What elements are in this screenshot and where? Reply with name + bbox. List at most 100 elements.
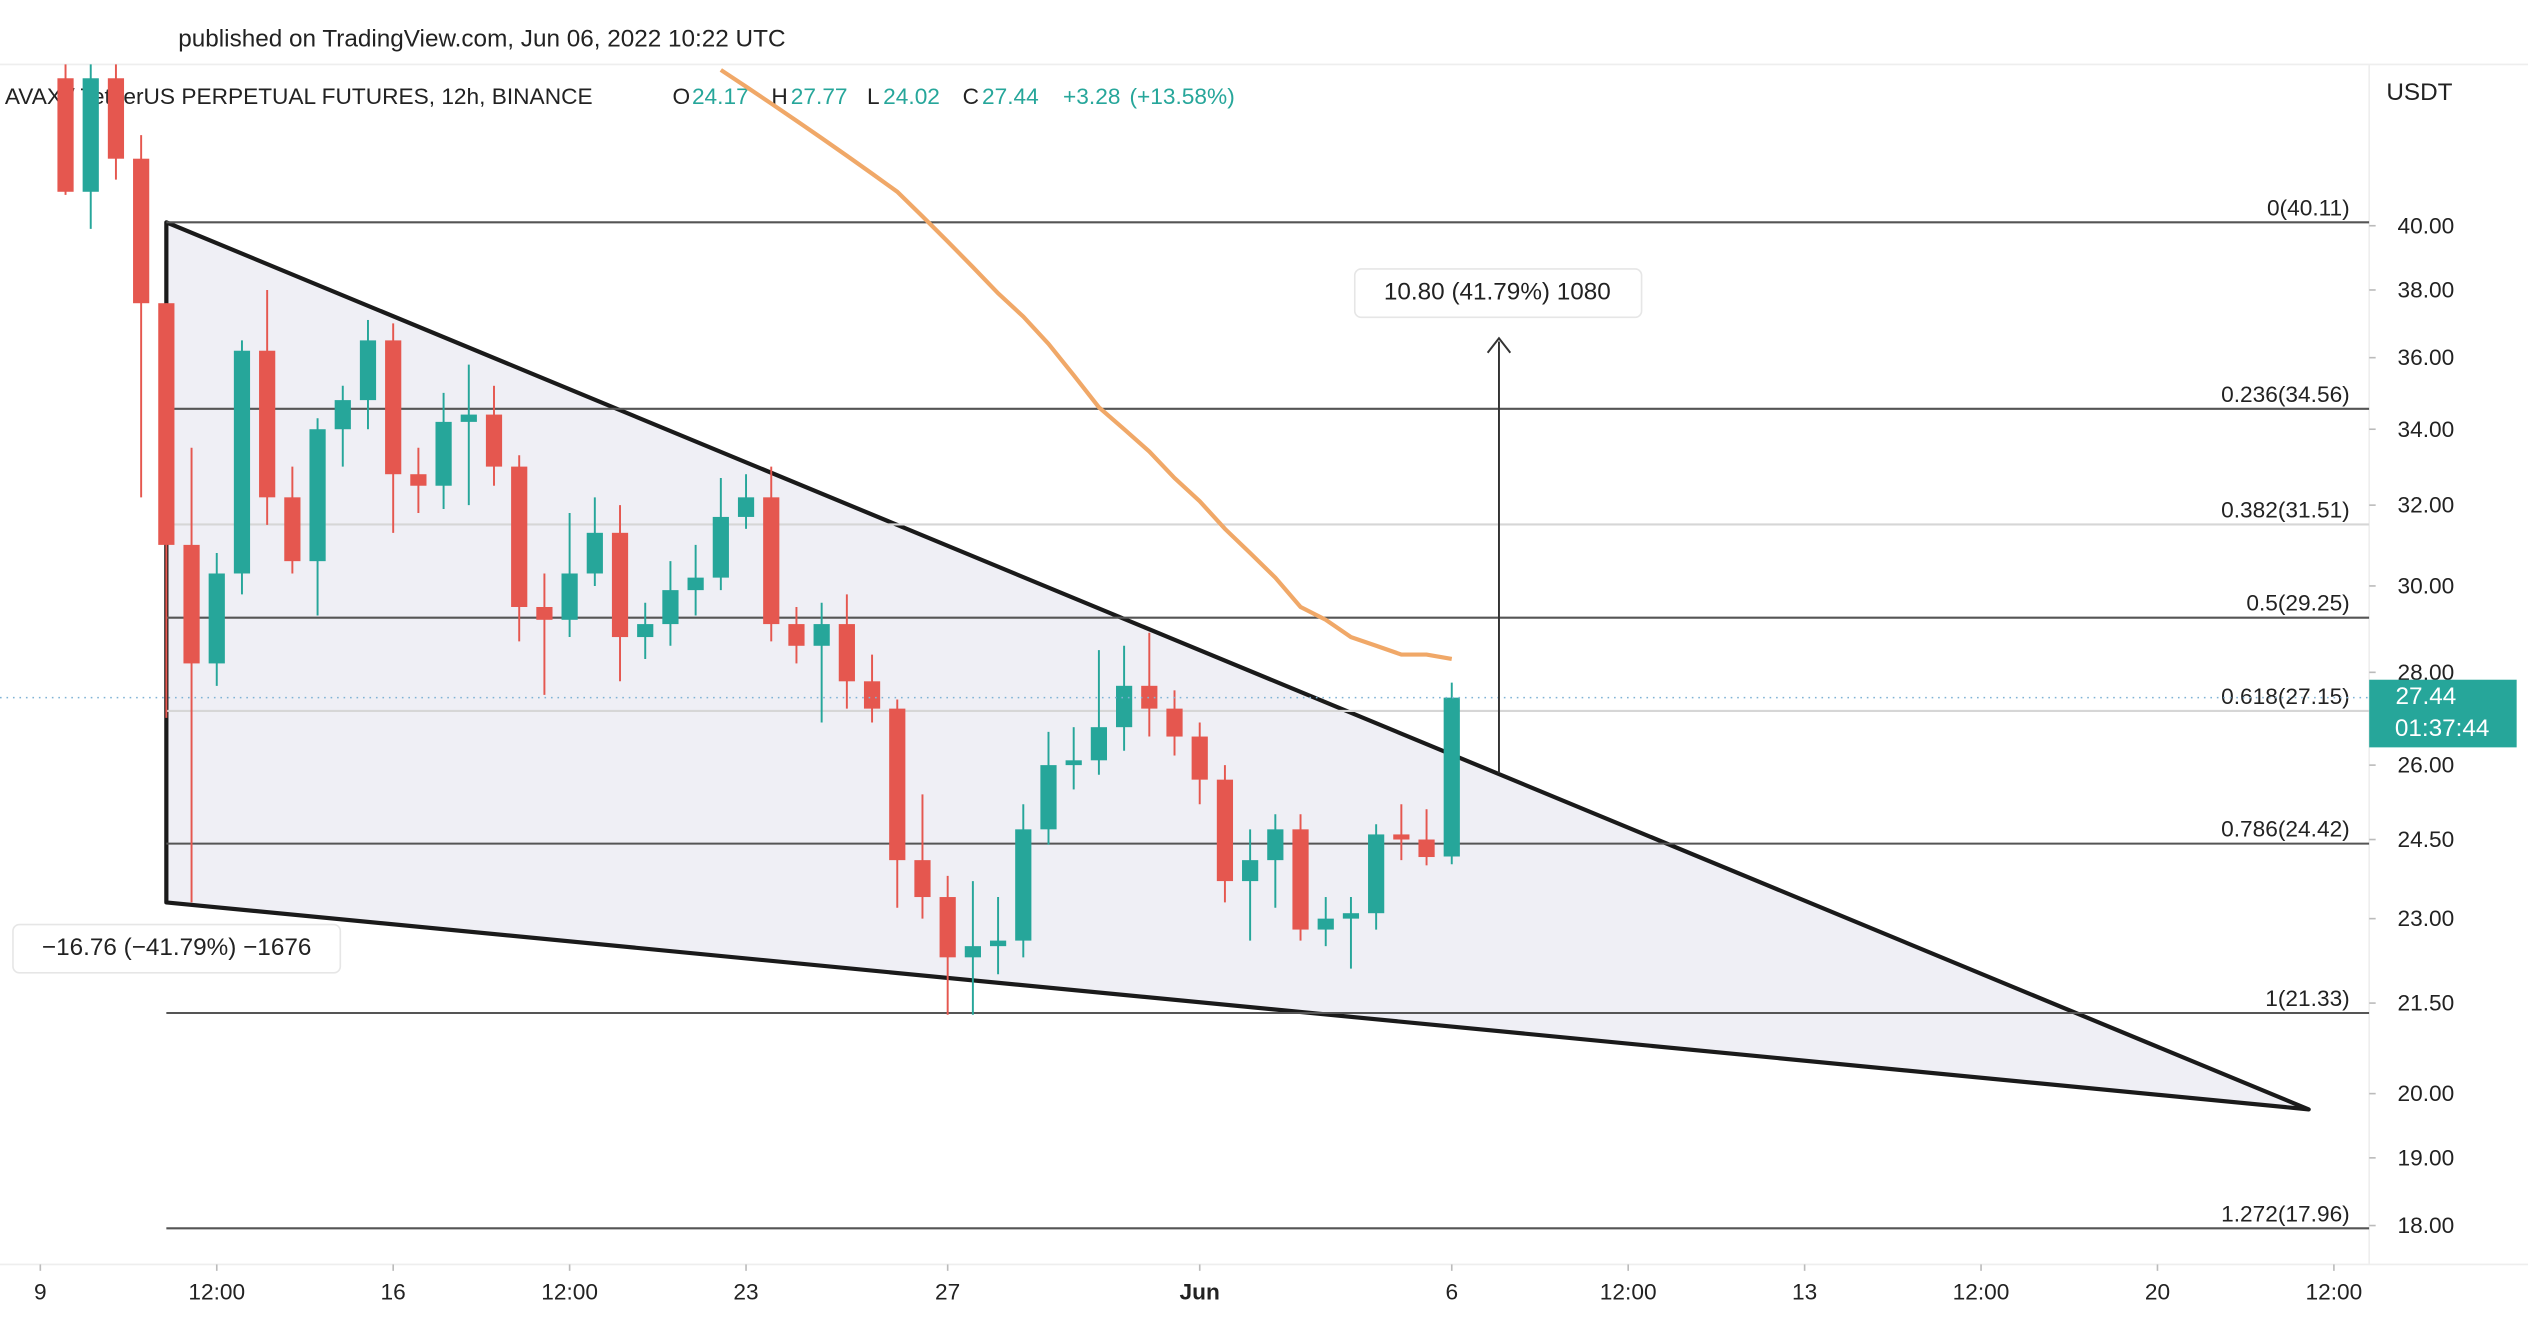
candle-body [964, 946, 981, 958]
candle-body [284, 497, 301, 562]
fib-label: 1(21.33) [2265, 986, 2349, 1011]
candle-body [183, 544, 200, 664]
y-unit: USDT [2386, 79, 2452, 106]
candle-body [57, 78, 74, 192]
change-percent: (+13.58%) [1129, 84, 1234, 109]
candle-body [1040, 765, 1057, 830]
candle-body [536, 606, 553, 620]
candle-body [1393, 834, 1410, 840]
ohlc-value: 27.44 [982, 84, 1039, 109]
ohlc-letter: C [963, 84, 979, 109]
candle-body [838, 624, 855, 682]
candle-body [107, 78, 125, 159]
x-tick-label: 9 [34, 1279, 47, 1304]
candle-body [1443, 697, 1460, 857]
x-tick-label: 13 [1792, 1279, 1817, 1304]
symbol: AVAX / TetherUS PERPETUAL FUTURES, 12h, … [5, 84, 593, 109]
candle-body [410, 474, 427, 486]
measure-box [1353, 268, 1643, 319]
x-tick-label: 23 [733, 1279, 758, 1304]
x-tick-label: 12:00 [1953, 1279, 2010, 1304]
y-tick-label: 21.50 [2398, 991, 2455, 1016]
y-tick-label: 34.00 [2398, 417, 2455, 442]
fib-label: 0.382(31.51) [2221, 498, 2350, 523]
price-tag-value: 27.44 [2396, 683, 2457, 710]
candle-body [1216, 779, 1234, 882]
candle-body [485, 414, 503, 467]
measure-arrowhead [1486, 336, 1512, 354]
candle-body [763, 497, 780, 625]
measure-box [12, 923, 342, 974]
candle-body [1342, 913, 1360, 919]
price-tag [2369, 679, 2517, 748]
fib-label: 1.272(17.96) [2221, 1201, 2350, 1226]
candle-body [309, 429, 326, 562]
candle-body [813, 624, 830, 646]
candle-body [1418, 839, 1435, 858]
candle-body [1116, 685, 1133, 728]
x-tick-label: 27 [935, 1279, 960, 1304]
candle-body [385, 340, 402, 475]
y-tick-label: 26.00 [2398, 753, 2455, 778]
ohlc-letter: H [771, 84, 787, 109]
candle-body [788, 624, 805, 646]
y-tick-label: 19.00 [2398, 1145, 2455, 1170]
publish-note: published on TradingView.com, Jun 06, 20… [178, 26, 785, 53]
candle-body [259, 350, 276, 498]
candle-body [1368, 834, 1385, 914]
y-tick-label: 20.00 [2398, 1081, 2455, 1106]
x-tick-label: 6 [1445, 1279, 1458, 1304]
moving-average [719, 68, 1453, 662]
ohlc-value: 24.02 [883, 84, 940, 109]
candle-body [889, 708, 906, 861]
candle-body [1267, 829, 1284, 861]
fib-label: 0.618(27.15) [2221, 684, 2350, 709]
y-tick-label: 38.00 [2398, 278, 2455, 303]
x-tick-label: 12:00 [541, 1279, 598, 1304]
ohlc-value: 27.77 [791, 84, 848, 109]
price-tag-countdown: 01:37:44 [2395, 715, 2490, 742]
candle-body [1141, 685, 1158, 709]
x-tick-label: 12:00 [2306, 1279, 2363, 1304]
y-tick-label: 18.00 [2398, 1213, 2455, 1238]
candle-body [914, 860, 931, 898]
x-tick-label: 20 [2145, 1279, 2170, 1304]
candle-body [561, 573, 578, 620]
candle-body [1292, 829, 1309, 930]
plot-area [57, 64, 2370, 1230]
candle-body [460, 414, 477, 422]
x-tick-label: 12:00 [1600, 1279, 1657, 1304]
candle-body [863, 681, 881, 709]
candle-body [611, 532, 629, 638]
y-tick-label: 23.00 [2398, 906, 2455, 931]
candle-body [1090, 727, 1108, 761]
ohlc-value: 24.17 [692, 84, 749, 109]
candle-body [737, 497, 755, 517]
measure-label: 10.80 (41.79%) 1080 [1384, 279, 1611, 306]
candle-body [1065, 760, 1082, 766]
x-tick-label: Jun [1180, 1279, 1220, 1304]
change: +3.28 [1063, 84, 1120, 109]
candle-body [939, 897, 956, 958]
candle-body [435, 421, 452, 486]
candle-body [334, 400, 351, 430]
y-tick-label: 30.00 [2398, 574, 2455, 599]
fib-label: 0.236(34.56) [2221, 382, 2350, 407]
candle-body [1317, 918, 1334, 930]
candle-body [687, 577, 704, 591]
candle-body [1191, 736, 1208, 780]
candle-body [1015, 829, 1032, 941]
x-tick-label: 12:00 [188, 1279, 245, 1304]
candle-body [158, 303, 175, 545]
candle-body [712, 516, 729, 578]
y-tick-label: 24.50 [2398, 827, 2455, 852]
x-tick-label: 16 [381, 1279, 406, 1304]
fib-label: 0.786(24.42) [2221, 817, 2350, 842]
fib-label: 0(40.11) [2267, 195, 2350, 220]
candle-body [82, 78, 99, 192]
measure-label: −16.76 (−41.79%) −1676 [42, 934, 311, 961]
candle-body [1242, 860, 1259, 882]
ohlc-letter: O [673, 84, 691, 109]
fib-label: 0.5(29.25) [2246, 591, 2349, 616]
